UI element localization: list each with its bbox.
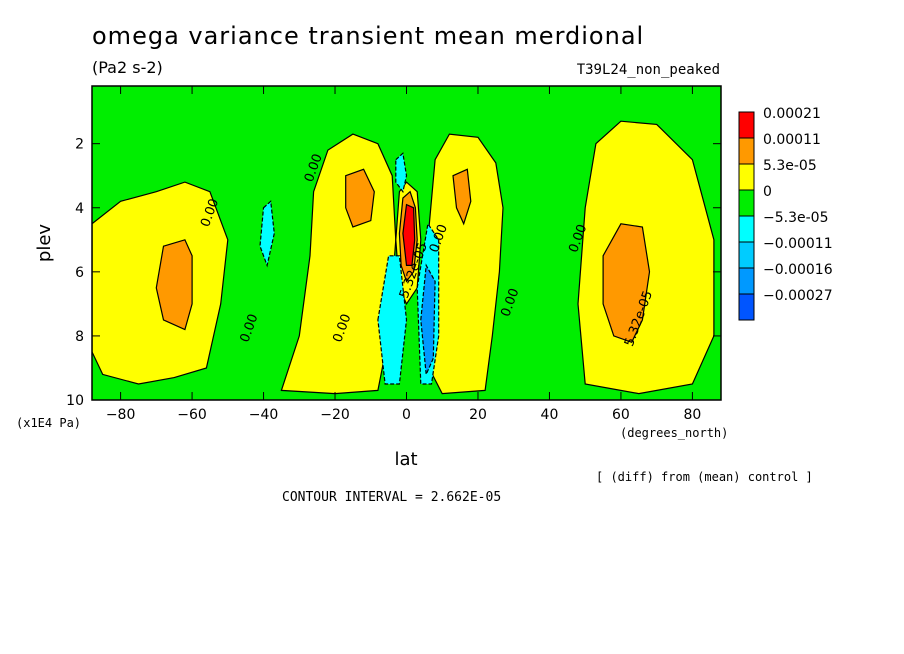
- x-axis: −80 −60 −40 −20 0 20 40 60 80: [106, 86, 701, 423]
- legend-swatch: [738, 267, 755, 295]
- contour-region-pos1: [420, 133, 504, 395]
- legend-swatch: [738, 111, 755, 139]
- y-tick-label: 10: [66, 393, 84, 409]
- contour-region-pos2: [345, 168, 375, 228]
- x-tick-label: 20: [469, 407, 487, 423]
- chart-title: omega variance transient mean merdional: [92, 22, 645, 50]
- plot-area: 0.000.000.00 0.000.000.000.005.32e-055.32…: [92, 86, 721, 400]
- y-tick-label: 6: [75, 265, 84, 281]
- contour-region-neg1: [259, 200, 275, 268]
- x-tick-label: −20: [320, 407, 350, 423]
- contour-region-pos2: [602, 223, 651, 344]
- legend-swatch: [738, 293, 755, 321]
- x-tick-label: −40: [249, 407, 279, 423]
- y-tick-label: 2: [75, 137, 84, 153]
- y-axis-label: plev: [34, 224, 55, 263]
- legend-label: −0.00016: [763, 262, 833, 278]
- y-axis: 2 4 6 8 10: [66, 137, 721, 409]
- run-id-label: T39L24_non_peaked: [576, 62, 720, 78]
- x-tick-label: −80: [106, 407, 136, 423]
- x-tick-label: 40: [541, 407, 559, 423]
- chart-units: (Pa2 s-2): [92, 58, 163, 77]
- x-tick-label: 0: [402, 407, 411, 423]
- legend-label: 5.3e-05: [763, 158, 817, 174]
- legend-swatch: [738, 163, 755, 191]
- legend-swatch: [738, 241, 755, 269]
- legend-label: 0: [763, 184, 772, 200]
- y-tick-label: 8: [75, 329, 84, 345]
- contour-region-neg1: [395, 152, 408, 194]
- legend-swatch: [738, 189, 755, 217]
- legend-label: −0.00011: [763, 236, 833, 252]
- contour-region-neg1: [377, 255, 408, 385]
- diff-note: [ (diff) from (mean) control ]: [596, 470, 813, 484]
- contour-region-pos3: [402, 203, 416, 266]
- contour-interval: CONTOUR INTERVAL = 2.662E-05: [282, 490, 502, 505]
- legend-swatch: [738, 137, 755, 165]
- x-axis-label: lat: [394, 449, 417, 470]
- legend-label: −0.00027: [763, 288, 833, 304]
- x-unit-note: (degrees_north): [620, 426, 729, 440]
- contour-region-neg2: [420, 263, 436, 377]
- y-tick-label: 4: [75, 201, 84, 217]
- contour-region-pos2: [155, 239, 193, 331]
- y-unit-note: (x1E4 Pa): [16, 416, 82, 430]
- x-tick-label: −60: [177, 407, 207, 423]
- x-tick-label: 80: [683, 407, 701, 423]
- legend-label: 0.00011: [763, 132, 821, 148]
- x-tick-label: 60: [612, 407, 630, 423]
- legend-label: −5.3e-05: [763, 210, 828, 226]
- contour-region-pos2: [452, 168, 472, 226]
- legend-swatch: [738, 215, 755, 243]
- color-legend: 0.00021 0.00011 5.3e-05 0 −5.3e-05 −0.00011 −0…: [738, 106, 833, 321]
- legend-label: 0.00021: [763, 106, 821, 122]
